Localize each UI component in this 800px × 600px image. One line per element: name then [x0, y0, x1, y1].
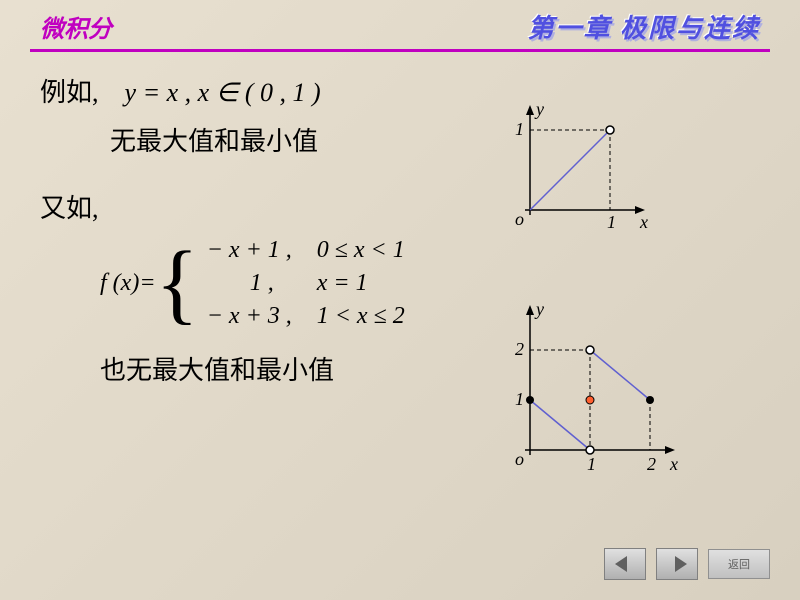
- svg-text:o: o: [515, 449, 524, 469]
- graph-2: 2 1 1 2 y x o: [490, 300, 680, 485]
- math-y: y: [125, 78, 137, 107]
- case-expr: − x + 3 ,: [207, 303, 317, 330]
- case-cond: 0 ≤ x < 1: [317, 237, 405, 264]
- case-row: − x + 3 , 1 < x ≤ 2: [207, 303, 405, 330]
- case-expr: 1 ,: [207, 270, 317, 297]
- svg-text:1: 1: [515, 119, 524, 139]
- svg-text:1: 1: [587, 454, 596, 474]
- svg-text:2: 2: [515, 339, 524, 359]
- nav-buttons: 返回: [604, 548, 770, 580]
- svg-text:o: o: [515, 209, 524, 229]
- cases-container: − x + 1 , 0 ≤ x < 1 1 , x = 1 − x + 3 , …: [207, 237, 405, 330]
- svg-text:y: y: [534, 99, 544, 119]
- math-comma: ,: [178, 78, 198, 107]
- prev-button[interactable]: [604, 548, 646, 580]
- case-cond: x = 1: [317, 270, 368, 297]
- case-cond: 1 < x ≤ 2: [317, 303, 405, 330]
- eq-label: =: [139, 270, 155, 297]
- svg-text:1: 1: [607, 212, 616, 232]
- left-brace: {: [156, 239, 199, 329]
- course-title: 微积分: [40, 9, 112, 44]
- math-in: ∈ ( 0 , 1 ): [209, 78, 320, 107]
- math-x: x: [167, 78, 179, 107]
- math-eq: =: [136, 78, 167, 107]
- prev-icon: [615, 556, 635, 572]
- next-icon: [667, 556, 687, 572]
- header-divider: [30, 49, 770, 52]
- svg-text:2: 2: [647, 454, 656, 474]
- case-expr: − x + 1 ,: [207, 237, 317, 264]
- svg-text:1: 1: [515, 389, 524, 409]
- svg-text:x: x: [639, 212, 648, 232]
- case-row: − x + 1 , 0 ≤ x < 1: [207, 237, 405, 264]
- fx-label: f (x): [100, 270, 139, 297]
- math-x2: x: [198, 78, 210, 107]
- example2-label: 又如,: [40, 188, 760, 225]
- next-button[interactable]: [656, 548, 698, 580]
- example1-note: 无最大值和最小值: [110, 121, 760, 158]
- case-row: 1 , x = 1: [207, 270, 405, 297]
- chapter-title: 第一章 极限与连续: [527, 8, 760, 45]
- example1-line: 例如, y = x , x ∈ ( 0 , 1 ): [40, 72, 760, 109]
- example1-label: 例如,: [40, 78, 99, 107]
- graph-1: 1 1 y x o: [490, 100, 650, 245]
- svg-text:x: x: [669, 454, 678, 474]
- return-button[interactable]: 返回: [708, 549, 770, 579]
- svg-text:y: y: [534, 299, 544, 319]
